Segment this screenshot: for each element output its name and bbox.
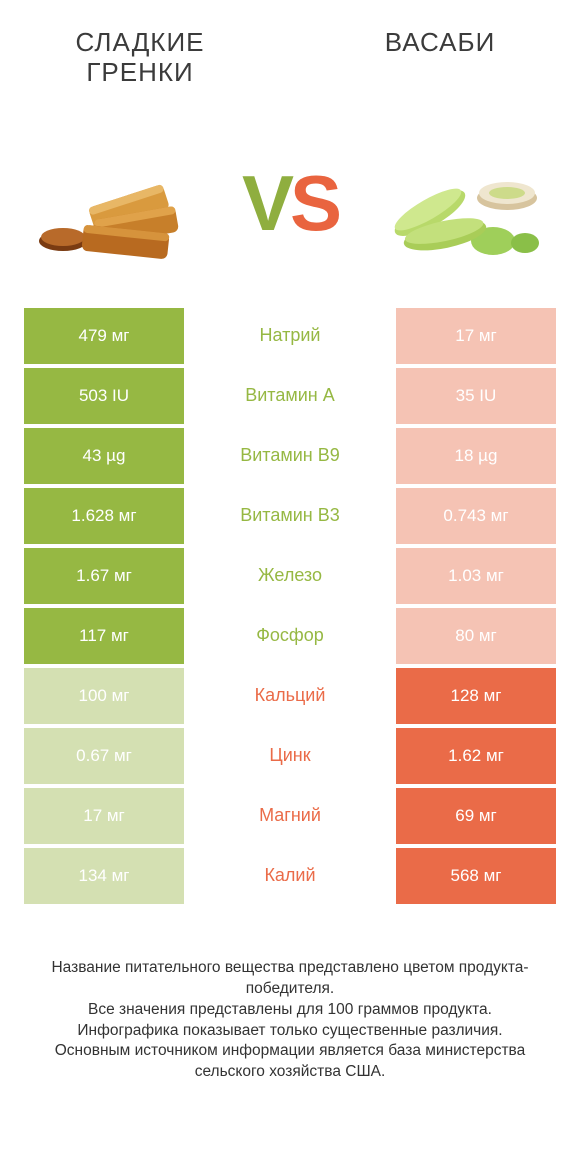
left-product-image bbox=[30, 133, 210, 273]
table-row: 0.67 мгЦинк1.62 мг bbox=[24, 728, 556, 784]
left-value-cell: 1.67 мг bbox=[24, 548, 184, 604]
left-value-cell: 503 IU bbox=[24, 368, 184, 424]
right-value-cell: 568 мг bbox=[396, 848, 556, 904]
nutrient-label: Витамин B3 bbox=[184, 488, 396, 544]
right-value-cell: 0.743 мг bbox=[396, 488, 556, 544]
nutrient-label: Натрий bbox=[184, 308, 396, 364]
table-row: 479 мгНатрий17 мг bbox=[24, 308, 556, 364]
comparison-table: 479 мгНатрий17 мг503 IUВитамин A35 IU43 … bbox=[0, 308, 580, 904]
nutrient-label: Калий bbox=[184, 848, 396, 904]
right-value-cell: 69 мг bbox=[396, 788, 556, 844]
left-value-cell: 1.628 мг bbox=[24, 488, 184, 544]
table-row: 117 мгФосфор80 мг bbox=[24, 608, 556, 664]
right-value-cell: 80 мг bbox=[396, 608, 556, 664]
vs-s: S bbox=[290, 159, 338, 247]
right-product-image bbox=[370, 133, 550, 273]
left-value-cell: 17 мг bbox=[24, 788, 184, 844]
left-value-cell: 479 мг bbox=[24, 308, 184, 364]
left-value-cell: 43 µg bbox=[24, 428, 184, 484]
left-value-cell: 134 мг bbox=[24, 848, 184, 904]
nutrient-label: Магний bbox=[184, 788, 396, 844]
right-value-cell: 18 µg bbox=[396, 428, 556, 484]
hero-row: VS bbox=[0, 98, 580, 308]
right-value-cell: 35 IU bbox=[396, 368, 556, 424]
nutrient-label: Цинк bbox=[184, 728, 396, 784]
nutrient-label: Кальций bbox=[184, 668, 396, 724]
nutrient-label: Фосфор bbox=[184, 608, 396, 664]
right-value-cell: 17 мг bbox=[396, 308, 556, 364]
footer-line: Основным источником информации является … bbox=[30, 1041, 550, 1083]
table-row: 43 µgВитамин B918 µg bbox=[24, 428, 556, 484]
left-product-title: СЛАДКИЕ ГРЕНКИ bbox=[40, 28, 240, 88]
footer-line: Название питательного вещества представл… bbox=[30, 958, 550, 1000]
left-value-cell: 100 мг bbox=[24, 668, 184, 724]
table-row: 1.67 мгЖелезо1.03 мг bbox=[24, 548, 556, 604]
table-row: 1.628 мгВитамин B30.743 мг bbox=[24, 488, 556, 544]
nutrient-label: Железо bbox=[184, 548, 396, 604]
header: СЛАДКИЕ ГРЕНКИ ВАСАБИ bbox=[0, 0, 580, 98]
right-product-title: ВАСАБИ bbox=[340, 28, 540, 88]
table-row: 100 мгКальций128 мг bbox=[24, 668, 556, 724]
right-value-cell: 1.03 мг bbox=[396, 548, 556, 604]
footer-line: Инфографика показывает только существенн… bbox=[30, 1021, 550, 1042]
right-value-cell: 128 мг bbox=[396, 668, 556, 724]
left-value-cell: 0.67 мг bbox=[24, 728, 184, 784]
footer-line: Все значения представлены для 100 граммо… bbox=[30, 1000, 550, 1021]
left-value-cell: 117 мг bbox=[24, 608, 184, 664]
footer-notes: Название питательного вещества представл… bbox=[0, 908, 580, 1084]
vs-label: VS bbox=[242, 164, 338, 242]
table-row: 17 мгМагний69 мг bbox=[24, 788, 556, 844]
nutrient-label: Витамин B9 bbox=[184, 428, 396, 484]
table-row: 134 мгКалий568 мг bbox=[24, 848, 556, 904]
vs-v: V bbox=[242, 159, 290, 247]
nutrient-label: Витамин A bbox=[184, 368, 396, 424]
table-row: 503 IUВитамин A35 IU bbox=[24, 368, 556, 424]
right-value-cell: 1.62 мг bbox=[396, 728, 556, 784]
